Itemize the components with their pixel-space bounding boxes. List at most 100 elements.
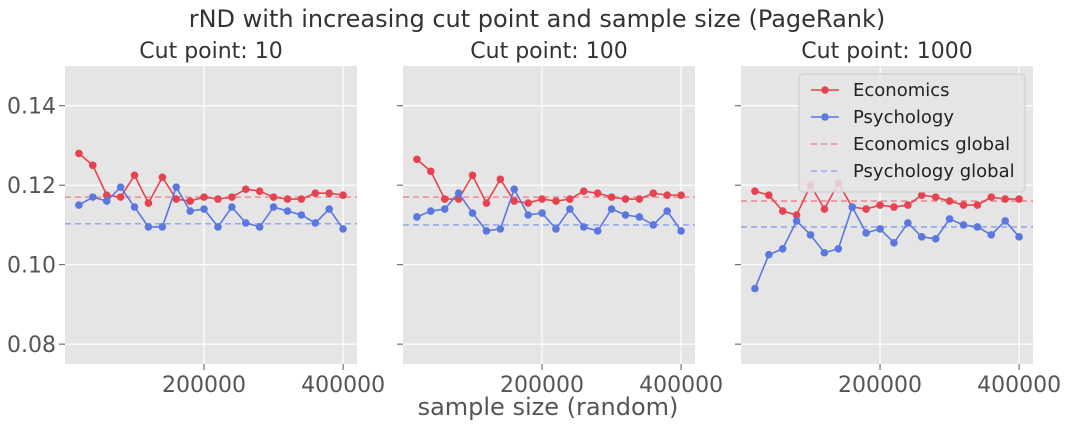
legend-label-economics: Economics: [853, 80, 950, 101]
x-tick-label: 400000: [977, 373, 1061, 398]
economics-point: [890, 203, 898, 211]
plot-area: [65, 66, 357, 364]
economics-point: [820, 205, 829, 213]
economics-point: [482, 199, 491, 207]
psychology-point: [144, 223, 153, 231]
legend: [798, 73, 1026, 193]
economics-point: [130, 171, 139, 180]
economics-point: [297, 195, 306, 203]
psychology-point: [241, 219, 250, 227]
psychology-point: [228, 203, 236, 211]
psychology-point: [130, 203, 139, 211]
economics-point: [200, 193, 208, 201]
economics-point: [468, 171, 477, 180]
psychology-point: [1015, 233, 1023, 241]
psychology-point: [339, 225, 347, 233]
economics-point: [283, 195, 292, 203]
psychology-point: [552, 225, 560, 233]
psychology-point: [621, 211, 630, 219]
economics-point: [496, 175, 505, 184]
psychology-point: [987, 231, 996, 239]
psychology-point: [904, 219, 912, 227]
economics-point: [172, 195, 181, 203]
psychology-point: [751, 284, 759, 293]
psychology-point: [649, 221, 658, 229]
psychology-point: [214, 223, 222, 231]
psychology-point: [468, 209, 477, 217]
economics-point: [102, 191, 111, 199]
psychology-point: [538, 209, 546, 217]
economics-point: [677, 191, 685, 199]
y-tick-label: 0.14: [7, 95, 56, 120]
economics-point: [552, 197, 560, 205]
economics-point: [538, 195, 546, 203]
economics-point: [116, 193, 125, 201]
economics-point: [1001, 195, 1009, 203]
x-tick-label: 400000: [639, 373, 723, 398]
economics-point: [987, 193, 996, 201]
economics-point: [311, 189, 320, 197]
economics-point: [255, 187, 264, 195]
economics-point: [751, 187, 759, 195]
economics-point: [413, 155, 421, 164]
psychology-point: [482, 227, 491, 235]
y-tick-label: 0.10: [7, 254, 56, 279]
subplots: 0.08 0.10 0.12 0.14 200000 400000 Cut point: 1…: [7, 39, 1061, 398]
economics-point: [663, 191, 671, 199]
psychology-point: [820, 248, 829, 257]
psychology-point: [413, 213, 421, 221]
economics-point: [904, 201, 912, 209]
economics-point: [1015, 195, 1023, 203]
psychology-point: [806, 231, 815, 239]
psychology-point: [269, 203, 278, 211]
economics-point: [186, 197, 194, 205]
economics-point: [607, 193, 616, 201]
psychology-point: [593, 227, 602, 235]
x-tick-label: 200000: [838, 373, 922, 398]
plot-area: [403, 66, 695, 364]
economics-point: [649, 189, 658, 197]
psychology-point: [75, 201, 83, 209]
psychology-point: [172, 183, 181, 191]
economics-point: [579, 187, 588, 195]
economics-point: [862, 205, 870, 213]
economics-point: [765, 191, 773, 199]
economics-point: [241, 185, 250, 193]
psychology-point: [876, 225, 884, 233]
psychology-point: [311, 219, 320, 227]
economics-point: [593, 189, 602, 197]
psychology-point: [89, 193, 97, 201]
psychology-point: [454, 189, 463, 197]
subplot-1: 0.08 0.10 0.12 0.14 200000 400000 Cut point: 1…: [7, 39, 385, 398]
subplot-title: Cut point: 1000: [801, 39, 972, 64]
x-tick-label: 200000: [500, 373, 584, 398]
psychology-point: [959, 221, 968, 229]
psychology-point: [973, 223, 982, 231]
economics-point: [792, 211, 801, 219]
psychology-point: [792, 217, 801, 225]
psychology-point: [945, 215, 954, 223]
psychology-point: [931, 235, 940, 243]
economics-point: [510, 197, 519, 205]
legend-label-psychology: Psychology: [853, 107, 954, 128]
psychology-point: [158, 223, 167, 231]
economics-point: [228, 193, 236, 201]
psychology-point: [297, 211, 306, 219]
psychology-point: [834, 244, 843, 253]
legend-label-psychology-global: Psychology global: [853, 161, 1015, 182]
economics-point: [566, 195, 574, 203]
legend-marker-psychology: [821, 113, 829, 121]
psychology-point: [635, 213, 644, 221]
psychology-point: [255, 223, 264, 231]
economics-point: [75, 149, 83, 158]
psychology-point: [862, 229, 870, 237]
psychology-point: [848, 203, 857, 211]
economics-point: [917, 191, 926, 199]
psychology-point: [102, 197, 111, 205]
psychology-point: [890, 239, 898, 247]
figure-suptitle: rND with increasing cut point and sample…: [189, 5, 886, 33]
economics-point: [635, 195, 644, 203]
psychology-point: [200, 205, 208, 213]
subplot-2: 200000 400000 Cut point: 100: [397, 39, 723, 398]
